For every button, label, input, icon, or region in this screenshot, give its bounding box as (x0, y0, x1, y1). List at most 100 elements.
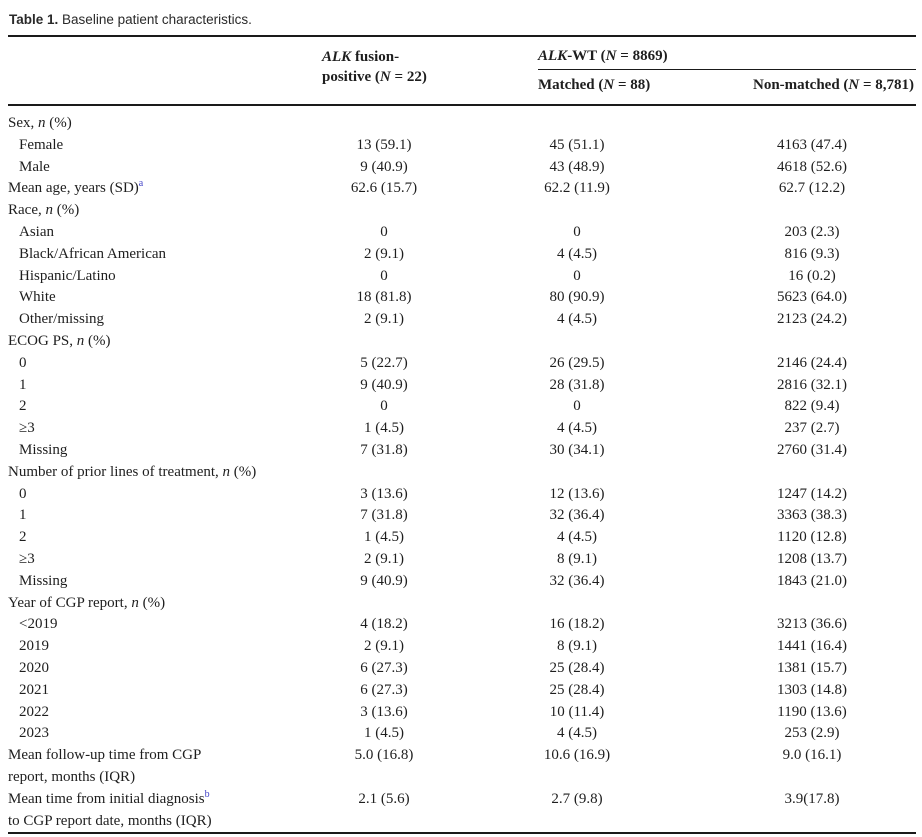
table-row: Missing 7 (31.8) 30 (34.1) 2760 (31.4) (8, 440, 916, 462)
cell-matched: 10 (11.4) (549, 703, 605, 720)
column-spanner-alk-wt: ALK-WT (N = 8869) (446, 36, 916, 70)
table-row: Hispanic/Latino 0 0 16 (0.2) (8, 266, 916, 288)
cell-matched: 32 (36.4) (549, 572, 605, 589)
cell-non-matched: 1381 (15.7) (777, 659, 847, 676)
baseline-characteristics-table: ALK fusion-positive (N = 22) ALK-WT (N =… (8, 35, 916, 835)
cell-matched: 0 (573, 267, 581, 284)
cell-matched: 25 (28.4) (549, 659, 605, 676)
cell-non-matched: 1441 (16.4) (777, 638, 847, 655)
footnote-marker-a[interactable]: a (138, 178, 144, 190)
cell-non-matched: 1190 (13.6) (777, 703, 847, 720)
cell-matched (446, 593, 708, 615)
cell-alk-fusion-positive: 2 (9.1) (364, 638, 404, 655)
cell-non-matched (708, 200, 916, 222)
row-label: White (19, 289, 56, 306)
row-label: Female (19, 136, 64, 153)
table-header: ALK fusion-positive (N = 22) ALK-WT (N =… (8, 36, 916, 106)
cell-non-matched: 62.7 (12.2) (778, 180, 846, 197)
row-label: Hispanic/Latino (19, 267, 116, 284)
cell-alk-fusion-positive (322, 331, 446, 353)
table-row: 2 0 0 822 (9.4) (8, 396, 916, 418)
cell-non-matched: 2816 (32.1) (777, 376, 847, 393)
row-label: 2020 (19, 659, 49, 676)
column-header-alk-fusion-positive: ALK fusion-positive (N = 22) (322, 36, 446, 106)
row-label: 2022 (19, 703, 49, 720)
row-label: Black/African American (19, 245, 167, 262)
cell-non-matched: 1120 (12.8) (777, 529, 847, 546)
cell-non-matched: 822 (9.4) (784, 398, 840, 415)
row-label: Missing (19, 572, 68, 589)
table-row: 2019 2 (9.1) 8 (9.1) 1441 (16.4) (8, 636, 916, 658)
cell-alk-fusion-positive: 2.1 (5.6) (358, 790, 410, 807)
cell-alk-fusion-positive: 13 (59.1) (356, 136, 412, 153)
cell-alk-fusion-positive: 3 (13.6) (360, 703, 408, 720)
category-row: Year of CGP report, n (%) (8, 593, 916, 615)
cell-matched: 80 (90.9) (549, 289, 605, 306)
table-row: Asian 0 0 203 (2.3) (8, 222, 916, 244)
table-row: 2022 3 (13.6) 10 (11.4) 1190 (13.6) (8, 702, 916, 724)
row-label: 0 (19, 354, 27, 371)
cell-alk-fusion-positive: 9 (40.9) (360, 376, 408, 393)
cell-matched: 30 (34.1) (549, 441, 605, 458)
cell-matched: 45 (51.1) (549, 136, 605, 153)
row-label: Year of CGP report, n (%) (8, 594, 166, 611)
cell-non-matched: 3.9(17.8) (784, 790, 840, 807)
table-row: Mean age, years (SD)a 62.6 (15.7) 62.2 (… (8, 178, 916, 200)
cell-non-matched: 3213 (36.6) (777, 616, 847, 633)
cell-matched: 0 (573, 223, 581, 240)
table-row: Black/African American 2 (9.1) 4 (4.5) 8… (8, 244, 916, 266)
row-label: 1 (19, 376, 27, 393)
cell-alk-fusion-positive: 9 (40.9) (360, 572, 408, 589)
category-row: Sex, n (%) (8, 105, 916, 135)
category-row: ECOG PS, n (%) (8, 331, 916, 353)
cell-non-matched: 9.0 (16.1) (782, 747, 842, 764)
row-label: 0 (19, 485, 27, 502)
cell-non-matched: 1843 (21.0) (777, 572, 847, 589)
cell-matched: 0 (573, 398, 581, 415)
table-caption-label: Table 1. (9, 12, 59, 27)
cell-non-matched: 1303 (14.8) (777, 681, 847, 698)
cell-alk-fusion-positive (322, 105, 446, 135)
cell-matched: 4 (4.5) (557, 725, 597, 742)
cell-alk-fusion-positive: 2 (9.1) (364, 245, 404, 262)
cell-non-matched (708, 331, 916, 353)
table-row: 2 1 (4.5) 4 (4.5) 1120 (12.8) (8, 527, 916, 549)
cell-matched: 8 (9.1) (557, 550, 597, 567)
table-row: 1 9 (40.9) 28 (31.8) 2816 (32.1) (8, 375, 916, 397)
cell-non-matched: 4618 (52.6) (777, 158, 847, 175)
cell-matched: 25 (28.4) (549, 681, 605, 698)
category-row: Number of prior lines of treatment, n (%… (8, 462, 916, 484)
cell-alk-fusion-positive: 1 (4.5) (364, 725, 404, 742)
cell-matched (446, 200, 708, 222)
cell-non-matched: 237 (2.7) (784, 420, 840, 437)
row-label: 2023 (19, 725, 49, 742)
cell-alk-fusion-positive: 6 (27.3) (360, 659, 408, 676)
table-row: 1 7 (31.8) 32 (36.4) 3363 (38.3) (8, 505, 916, 527)
row-label: 2 (19, 529, 27, 546)
table-caption: Table 1. Baseline patient characteristic… (8, 8, 916, 35)
cell-alk-fusion-positive (322, 593, 446, 615)
cell-non-matched: 203 (2.3) (784, 223, 840, 240)
row-label: Mean age, years (SD)a (8, 178, 144, 197)
cell-matched: 10.6 (16.9) (543, 747, 611, 764)
table-row: Other/missing 2 (9.1) 4 (4.5) 2123 (24.2… (8, 309, 916, 331)
cell-alk-fusion-positive: 5.0 (16.8) (354, 747, 414, 764)
cell-alk-fusion-positive: 2 (9.1) (364, 550, 404, 567)
footnote-marker-b[interactable]: b (204, 788, 210, 800)
cell-alk-fusion-positive: 7 (31.8) (360, 441, 408, 458)
cell-matched: 8 (9.1) (557, 638, 597, 655)
cell-alk-fusion-positive: 6 (27.3) (360, 681, 408, 698)
cell-non-matched: 2760 (31.4) (777, 441, 847, 458)
cell-non-matched: 16 (0.2) (788, 267, 836, 284)
table-row: 2023 1 (4.5) 4 (4.5) 253 (2.9) (8, 723, 916, 745)
cell-matched: 26 (29.5) (549, 354, 605, 371)
column-spanner-alk-wt-label: ALK-WT (N = 8869) (538, 47, 916, 70)
table-caption-text: Baseline patient characteristics. (62, 12, 252, 27)
row-label: 2 (19, 398, 27, 415)
cell-alk-fusion-positive: 1 (4.5) (364, 529, 404, 546)
table-row: Missing 9 (40.9) 32 (36.4) 1843 (21.0) (8, 571, 916, 593)
cell-matched: 4 (4.5) (557, 311, 597, 328)
cell-non-matched (708, 462, 916, 484)
cell-non-matched: 5623 (64.0) (777, 289, 847, 306)
